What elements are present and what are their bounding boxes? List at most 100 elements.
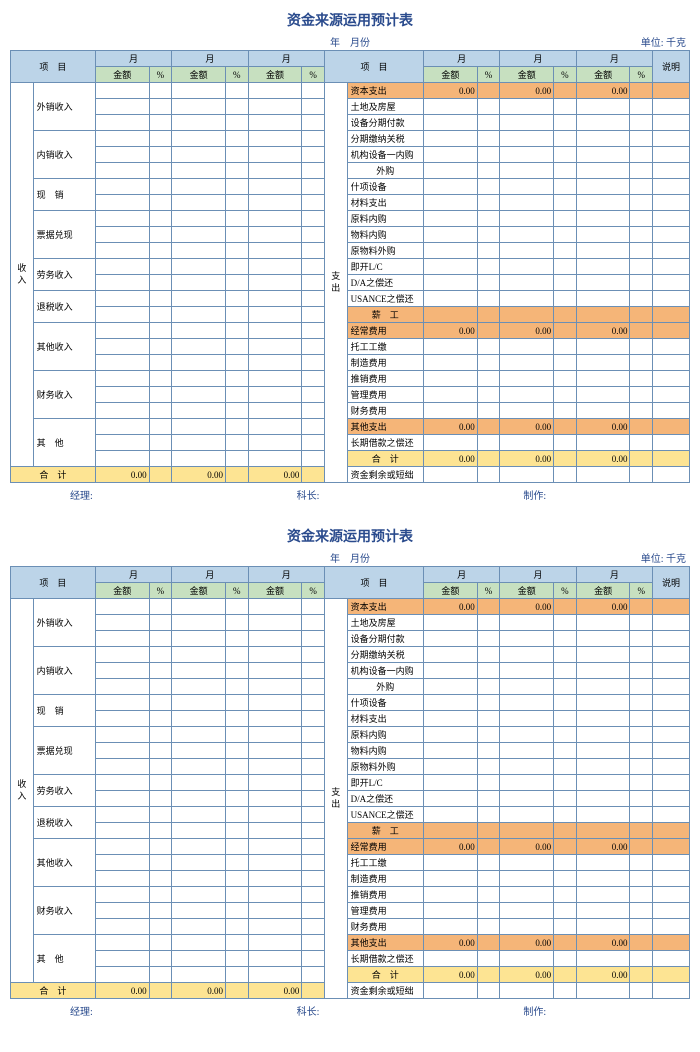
income-pct-cell[interactable] bbox=[149, 695, 172, 711]
expend-amt-cell[interactable] bbox=[576, 291, 630, 307]
income-pct-cell[interactable] bbox=[225, 615, 248, 631]
expend-amt-cell[interactable] bbox=[423, 759, 477, 775]
income-amt-cell[interactable] bbox=[95, 695, 149, 711]
expend-amt-cell[interactable]: 0.00 bbox=[500, 967, 554, 983]
note-cell[interactable] bbox=[653, 919, 690, 935]
expend-pct-cell[interactable] bbox=[477, 435, 500, 451]
expend-amt-cell[interactable] bbox=[500, 179, 554, 195]
income-pct-cell[interactable] bbox=[302, 615, 325, 631]
income-pct-cell[interactable] bbox=[149, 163, 172, 179]
income-pct-cell[interactable] bbox=[225, 823, 248, 839]
expend-amt-cell[interactable]: 0.00 bbox=[576, 935, 630, 951]
note-cell[interactable] bbox=[653, 823, 690, 839]
expend-pct-cell[interactable] bbox=[630, 839, 653, 855]
income-amt-cell[interactable] bbox=[248, 951, 302, 967]
income-amt-cell[interactable] bbox=[95, 871, 149, 887]
income-amt-cell[interactable] bbox=[95, 663, 149, 679]
income-amt-cell[interactable] bbox=[172, 791, 226, 807]
expend-amt-cell[interactable] bbox=[423, 743, 477, 759]
income-amt-cell[interactable] bbox=[95, 839, 149, 855]
note-cell[interactable] bbox=[653, 903, 690, 919]
expend-pct-cell[interactable] bbox=[630, 951, 653, 967]
expend-pct-cell[interactable] bbox=[630, 403, 653, 419]
expend-amt-cell[interactable] bbox=[576, 743, 630, 759]
income-pct-cell[interactable] bbox=[225, 711, 248, 727]
expend-amt-cell[interactable]: 0.00 bbox=[423, 323, 477, 339]
note-cell[interactable] bbox=[653, 115, 690, 131]
note-cell[interactable] bbox=[653, 435, 690, 451]
expend-amt-cell[interactable]: 0.00 bbox=[423, 967, 477, 983]
income-pct-cell[interactable] bbox=[225, 695, 248, 711]
expend-pct-cell[interactable] bbox=[630, 99, 653, 115]
income-amt-cell[interactable] bbox=[95, 419, 149, 435]
income-pct-cell[interactable] bbox=[302, 99, 325, 115]
income-amt-cell[interactable] bbox=[248, 647, 302, 663]
income-pct-cell[interactable] bbox=[225, 419, 248, 435]
expend-amt-cell[interactable] bbox=[500, 243, 554, 259]
income-amt-cell[interactable] bbox=[95, 647, 149, 663]
expend-amt-cell[interactable] bbox=[500, 355, 554, 371]
expend-amt-cell[interactable]: 0.00 bbox=[576, 83, 630, 99]
expend-amt-cell[interactable] bbox=[500, 775, 554, 791]
expend-amt-cell[interactable] bbox=[500, 275, 554, 291]
expend-amt-cell[interactable]: 0.00 bbox=[423, 83, 477, 99]
income-pct-cell[interactable] bbox=[302, 195, 325, 211]
expend-amt-cell[interactable] bbox=[423, 775, 477, 791]
income-pct-cell[interactable] bbox=[302, 435, 325, 451]
expend-pct-cell[interactable] bbox=[554, 935, 577, 951]
income-amt-cell[interactable] bbox=[248, 935, 302, 951]
note-cell[interactable] bbox=[653, 807, 690, 823]
income-amt-cell[interactable] bbox=[172, 83, 226, 99]
income-pct-cell[interactable] bbox=[225, 243, 248, 259]
note-cell[interactable] bbox=[653, 967, 690, 983]
income-amt-cell[interactable] bbox=[95, 179, 149, 195]
expend-pct-cell[interactable] bbox=[554, 147, 577, 163]
income-amt-cell[interactable] bbox=[95, 435, 149, 451]
income-amt-cell[interactable] bbox=[248, 743, 302, 759]
income-pct-cell[interactable] bbox=[149, 663, 172, 679]
expend-pct-cell[interactable] bbox=[554, 695, 577, 711]
expend-amt-cell[interactable] bbox=[576, 99, 630, 115]
note-cell[interactable] bbox=[653, 791, 690, 807]
income-pct-cell[interactable] bbox=[149, 759, 172, 775]
income-amt-cell[interactable] bbox=[172, 919, 226, 935]
expend-pct-cell[interactable] bbox=[554, 451, 577, 467]
income-pct-cell[interactable] bbox=[225, 275, 248, 291]
expend-pct-cell[interactable] bbox=[630, 115, 653, 131]
income-amt-cell[interactable] bbox=[95, 823, 149, 839]
expend-amt-cell[interactable] bbox=[500, 259, 554, 275]
income-pct-cell[interactable] bbox=[302, 451, 325, 467]
expend-amt-cell[interactable] bbox=[423, 243, 477, 259]
expend-pct-cell[interactable] bbox=[477, 759, 500, 775]
income-amt-cell[interactable] bbox=[172, 711, 226, 727]
balance-pct[interactable] bbox=[554, 983, 577, 999]
expend-amt-cell[interactable] bbox=[576, 903, 630, 919]
income-pct-cell[interactable] bbox=[149, 355, 172, 371]
expend-amt-cell[interactable] bbox=[423, 115, 477, 131]
expend-amt-cell[interactable]: 0.00 bbox=[576, 839, 630, 855]
expend-amt-cell[interactable] bbox=[500, 339, 554, 355]
expend-pct-cell[interactable] bbox=[554, 163, 577, 179]
income-pct-cell[interactable] bbox=[225, 599, 248, 615]
income-amt-cell[interactable] bbox=[248, 243, 302, 259]
expend-amt-cell[interactable]: 0.00 bbox=[500, 839, 554, 855]
expend-pct-cell[interactable] bbox=[630, 371, 653, 387]
income-amt-cell[interactable] bbox=[248, 679, 302, 695]
expend-pct-cell[interactable] bbox=[554, 259, 577, 275]
income-amt-cell[interactable] bbox=[172, 99, 226, 115]
income-pct-cell[interactable] bbox=[225, 775, 248, 791]
expend-amt-cell[interactable] bbox=[576, 871, 630, 887]
income-amt-cell[interactable] bbox=[248, 775, 302, 791]
income-amt-cell[interactable] bbox=[248, 435, 302, 451]
expend-amt-cell[interactable] bbox=[423, 807, 477, 823]
income-amt-cell[interactable] bbox=[172, 743, 226, 759]
income-amt-cell[interactable] bbox=[95, 451, 149, 467]
expend-amt-cell[interactable] bbox=[500, 807, 554, 823]
expend-pct-cell[interactable] bbox=[630, 323, 653, 339]
income-pct-cell[interactable] bbox=[225, 919, 248, 935]
expend-pct-cell[interactable] bbox=[554, 339, 577, 355]
expend-pct-cell[interactable] bbox=[554, 275, 577, 291]
expend-amt-cell[interactable] bbox=[423, 951, 477, 967]
income-pct-cell[interactable] bbox=[149, 599, 172, 615]
expend-amt-cell[interactable] bbox=[423, 163, 477, 179]
